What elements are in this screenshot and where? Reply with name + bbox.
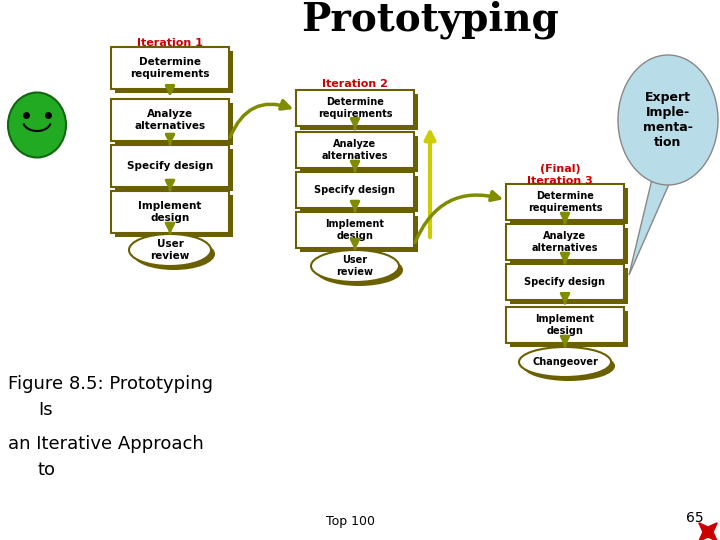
Text: Determine
requirements: Determine requirements xyxy=(318,97,392,119)
Ellipse shape xyxy=(618,55,718,185)
Text: Analyze
alternatives: Analyze alternatives xyxy=(322,139,388,161)
Text: Changeover: Changeover xyxy=(532,357,598,367)
Text: Analyze
alternatives: Analyze alternatives xyxy=(532,231,598,253)
FancyBboxPatch shape xyxy=(296,172,414,208)
FancyBboxPatch shape xyxy=(296,132,414,168)
FancyBboxPatch shape xyxy=(506,184,624,220)
Text: Implement
design: Implement design xyxy=(325,219,384,241)
Text: Iteration 1: Iteration 1 xyxy=(137,38,203,48)
Text: Determine
requirements: Determine requirements xyxy=(130,57,210,79)
FancyBboxPatch shape xyxy=(300,136,418,172)
Text: (Final)
Iteration 3: (Final) Iteration 3 xyxy=(527,164,593,186)
FancyBboxPatch shape xyxy=(506,224,624,260)
Text: Specify design: Specify design xyxy=(524,277,606,287)
FancyBboxPatch shape xyxy=(115,195,233,237)
FancyBboxPatch shape xyxy=(296,90,414,126)
FancyBboxPatch shape xyxy=(111,145,229,187)
Text: Figure 8.5: Prototyping: Figure 8.5: Prototyping xyxy=(8,375,213,393)
FancyBboxPatch shape xyxy=(510,268,628,304)
FancyBboxPatch shape xyxy=(111,47,229,89)
Text: Implement
design: Implement design xyxy=(138,201,202,223)
Polygon shape xyxy=(699,523,717,540)
Text: to: to xyxy=(38,461,56,479)
Polygon shape xyxy=(629,175,673,275)
Text: Prototyping: Prototyping xyxy=(301,1,559,39)
FancyBboxPatch shape xyxy=(300,176,418,212)
Ellipse shape xyxy=(311,250,399,282)
Text: Expert
Imple-
menta-
tion: Expert Imple- menta- tion xyxy=(643,91,693,149)
Text: Implement
design: Implement design xyxy=(536,314,595,336)
Ellipse shape xyxy=(519,347,611,377)
Text: Is: Is xyxy=(38,401,53,419)
Text: User
review: User review xyxy=(150,239,189,261)
FancyBboxPatch shape xyxy=(115,51,233,93)
FancyBboxPatch shape xyxy=(510,188,628,224)
Ellipse shape xyxy=(523,351,615,381)
FancyBboxPatch shape xyxy=(296,212,414,248)
FancyBboxPatch shape xyxy=(510,311,628,347)
FancyBboxPatch shape xyxy=(115,149,233,191)
Ellipse shape xyxy=(129,234,211,266)
FancyBboxPatch shape xyxy=(300,216,418,252)
FancyBboxPatch shape xyxy=(115,103,233,145)
FancyBboxPatch shape xyxy=(111,99,229,141)
FancyBboxPatch shape xyxy=(506,307,624,343)
Text: Determine
requirements: Determine requirements xyxy=(528,191,602,213)
FancyBboxPatch shape xyxy=(506,264,624,300)
Text: 65: 65 xyxy=(686,511,704,525)
Ellipse shape xyxy=(8,92,66,158)
Text: User
review: User review xyxy=(336,255,374,277)
FancyBboxPatch shape xyxy=(510,228,628,264)
FancyBboxPatch shape xyxy=(300,94,418,130)
Text: Analyze
alternatives: Analyze alternatives xyxy=(135,109,206,131)
Text: Top 100: Top 100 xyxy=(325,516,374,529)
Text: Iteration 2: Iteration 2 xyxy=(322,79,388,89)
Text: Specify design: Specify design xyxy=(315,185,395,195)
FancyBboxPatch shape xyxy=(111,191,229,233)
Text: Specify design: Specify design xyxy=(127,161,213,171)
Ellipse shape xyxy=(315,254,403,286)
Ellipse shape xyxy=(133,238,215,270)
Text: an Iterative Approach: an Iterative Approach xyxy=(8,435,204,453)
